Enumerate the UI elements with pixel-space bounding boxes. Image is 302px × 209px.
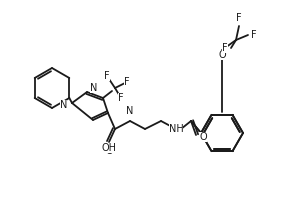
- Text: F: F: [236, 13, 242, 23]
- Text: N: N: [126, 108, 134, 118]
- Text: F: F: [124, 77, 130, 87]
- Text: OH: OH: [101, 143, 117, 153]
- Text: N: N: [126, 106, 134, 116]
- Text: N: N: [59, 100, 67, 110]
- Text: F: F: [118, 93, 124, 103]
- Text: F: F: [251, 30, 257, 40]
- Text: F: F: [104, 71, 110, 81]
- Text: NH: NH: [169, 124, 183, 134]
- Text: F: F: [222, 43, 228, 53]
- Text: O: O: [199, 132, 207, 142]
- Text: O: O: [105, 146, 113, 156]
- Text: O: O: [218, 50, 226, 60]
- Text: N: N: [90, 83, 97, 93]
